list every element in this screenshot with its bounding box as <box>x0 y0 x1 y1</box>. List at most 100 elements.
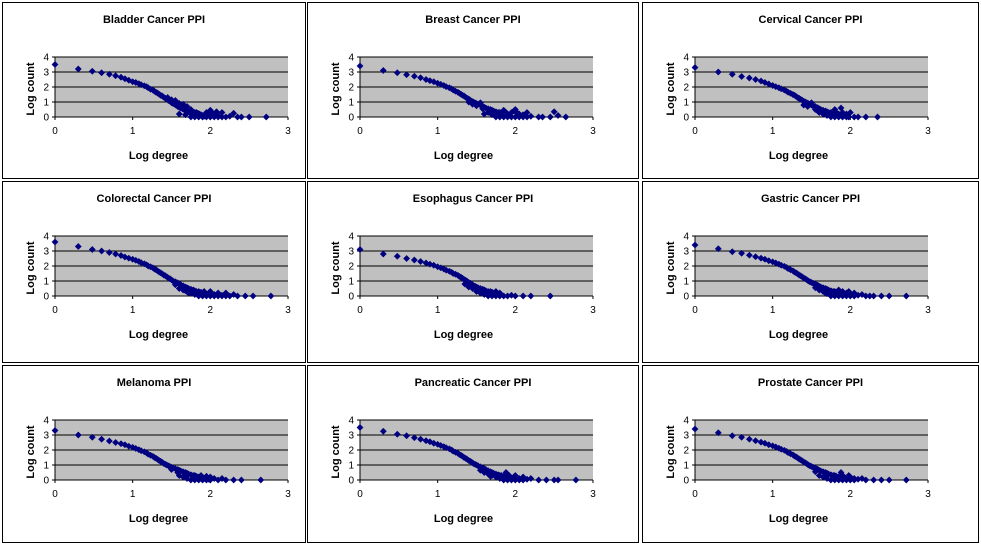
y-tick-label: 4 <box>43 416 49 427</box>
data-point <box>850 292 858 300</box>
data-point <box>410 256 418 264</box>
data-point <box>691 241 699 249</box>
y-tick-label: 2 <box>683 446 689 457</box>
data-point <box>527 112 535 120</box>
data-point <box>98 247 106 255</box>
data-point <box>745 74 753 82</box>
chart-svg: Esophagus Cancer PPI 0 1 2 3 4 0 1 2 3 Log degree L… <box>330 193 596 341</box>
data-point <box>187 113 195 121</box>
data-point <box>728 432 736 440</box>
data-point <box>117 440 125 448</box>
data-point <box>245 113 253 121</box>
x-axis-label: Log degree <box>769 150 828 162</box>
y-tick-label: 1 <box>43 277 49 288</box>
data-point <box>846 109 854 116</box>
data-point <box>885 476 893 484</box>
chart-panel-6: Gastric Cancer PPI 0 1 2 3 4 0 1 2 3 Log degree Log… <box>642 181 979 363</box>
data-point <box>858 291 866 298</box>
data-point <box>874 113 881 121</box>
x-tick-label: 3 <box>925 126 931 137</box>
chart-panel-5: Esophagus Cancer PPI 0 1 2 3 4 0 1 2 3 Log degree L… <box>307 181 639 363</box>
data-point <box>175 100 183 107</box>
data-point <box>51 427 59 434</box>
data-point <box>473 288 480 295</box>
x-tick-label: 1 <box>435 305 441 316</box>
data-point <box>738 249 746 257</box>
y-tick-label: 1 <box>43 98 49 109</box>
y-tick-label: 3 <box>683 68 689 79</box>
data-point <box>112 72 120 80</box>
data-point <box>393 252 401 260</box>
chart-title: Breast Cancer PPI <box>425 14 520 26</box>
x-tick-label: 3 <box>590 305 596 316</box>
data-point <box>877 476 885 484</box>
x-axis-label: Log degree <box>769 329 828 341</box>
data-point <box>554 476 562 484</box>
data-point <box>519 292 527 300</box>
data-point <box>804 103 812 110</box>
data-point <box>902 476 910 484</box>
data-point <box>379 427 387 435</box>
y-tick-label: 2 <box>348 446 354 457</box>
data-point <box>417 258 425 265</box>
y-tick-label: 3 <box>348 247 354 258</box>
y-axis-label: Log count <box>665 62 677 115</box>
y-tick-label: 1 <box>683 98 689 109</box>
data-point <box>267 292 275 300</box>
data-point <box>691 425 699 433</box>
data-point <box>226 112 234 120</box>
data-point <box>476 289 484 297</box>
y-tick-label: 1 <box>683 461 689 472</box>
y-tick-label: 0 <box>683 476 689 487</box>
data-point <box>379 250 387 258</box>
x-tick-label: 0 <box>52 489 58 500</box>
data-point <box>249 292 257 300</box>
data-point <box>811 468 819 476</box>
data-point <box>171 281 179 289</box>
data-point <box>902 292 910 300</box>
data-point <box>222 476 230 484</box>
data-point <box>808 99 815 107</box>
data-point <box>175 285 183 292</box>
data-point <box>523 113 531 121</box>
data-point <box>164 94 172 101</box>
y-tick-label: 1 <box>348 277 354 288</box>
data-point <box>554 112 562 119</box>
y-tick-label: 2 <box>43 83 49 94</box>
data-point <box>206 476 214 484</box>
x-tick-label: 0 <box>692 126 698 137</box>
data-point <box>862 113 870 121</box>
chart-panel-2: Breast Cancer PPI 0 1 2 3 4 0 1 2 3 Log degree Log … <box>307 2 639 179</box>
data-point <box>546 292 554 300</box>
y-tick-label: 4 <box>683 416 689 427</box>
x-tick-label: 0 <box>52 126 58 137</box>
x-tick-label: 2 <box>513 305 519 316</box>
data-point <box>410 434 418 442</box>
data-point <box>183 103 191 110</box>
data-point <box>125 442 133 450</box>
data-point <box>738 73 746 80</box>
y-axis-label: Log count <box>25 62 37 115</box>
data-point <box>862 476 870 484</box>
chart-svg: Pancreatic Cancer PPI 0 1 2 3 4 0 1 2 3 Log degree… <box>330 377 596 525</box>
x-tick-label: 1 <box>770 489 776 500</box>
data-point <box>535 476 543 484</box>
chart-title: Pancreatic Cancer PPI <box>415 377 532 389</box>
chart-svg: Breast Cancer PPI 0 1 2 3 4 0 1 2 3 Log degree Log … <box>330 14 596 162</box>
x-axis-label: Log degree <box>769 513 828 525</box>
data-point <box>714 429 722 437</box>
y-tick-label: 2 <box>348 262 354 273</box>
data-point <box>430 261 438 269</box>
y-tick-label: 3 <box>43 68 49 79</box>
data-point <box>218 113 226 121</box>
x-tick-label: 2 <box>208 489 214 500</box>
x-tick-label: 2 <box>513 126 519 137</box>
y-tick-label: 0 <box>43 113 49 124</box>
data-point <box>469 100 477 108</box>
x-tick-label: 1 <box>130 126 136 137</box>
data-point <box>885 292 893 300</box>
data-point <box>74 243 82 250</box>
data-point <box>480 291 488 298</box>
x-tick-label: 1 <box>770 305 776 316</box>
data-point <box>234 292 241 300</box>
